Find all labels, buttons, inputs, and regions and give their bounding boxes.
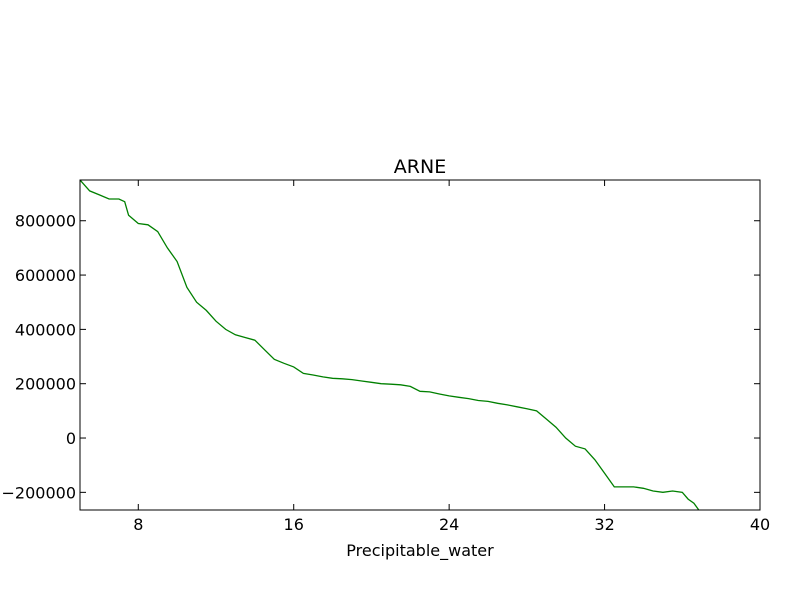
x-tick-label: 8 <box>133 515 143 534</box>
y-tick-label: 400000 <box>15 320 76 339</box>
plot-area <box>79 179 761 511</box>
y-tick-label: 800000 <box>15 212 76 231</box>
y-tick-label: 200000 <box>15 375 76 394</box>
plot-frame <box>79 179 761 511</box>
x-tick-label: 40 <box>750 515 770 534</box>
x-tick-label: 32 <box>594 515 614 534</box>
y-tick-label: 600000 <box>15 266 76 285</box>
x-tick-label: 24 <box>439 515 459 534</box>
chart-title: ARNE <box>394 156 446 178</box>
series-line-0 <box>80 180 700 510</box>
y-tick-label: −200000 <box>2 483 76 502</box>
x-axis: 8 16 24 32 40 <box>133 180 770 534</box>
x-axis-label: Precipitable_water <box>346 541 494 561</box>
y-tick-label: 0 <box>66 429 76 448</box>
x-tick-label: 16 <box>284 515 304 534</box>
y-axis: −200000 0 200000 400000 600000 800000 <box>2 212 760 502</box>
